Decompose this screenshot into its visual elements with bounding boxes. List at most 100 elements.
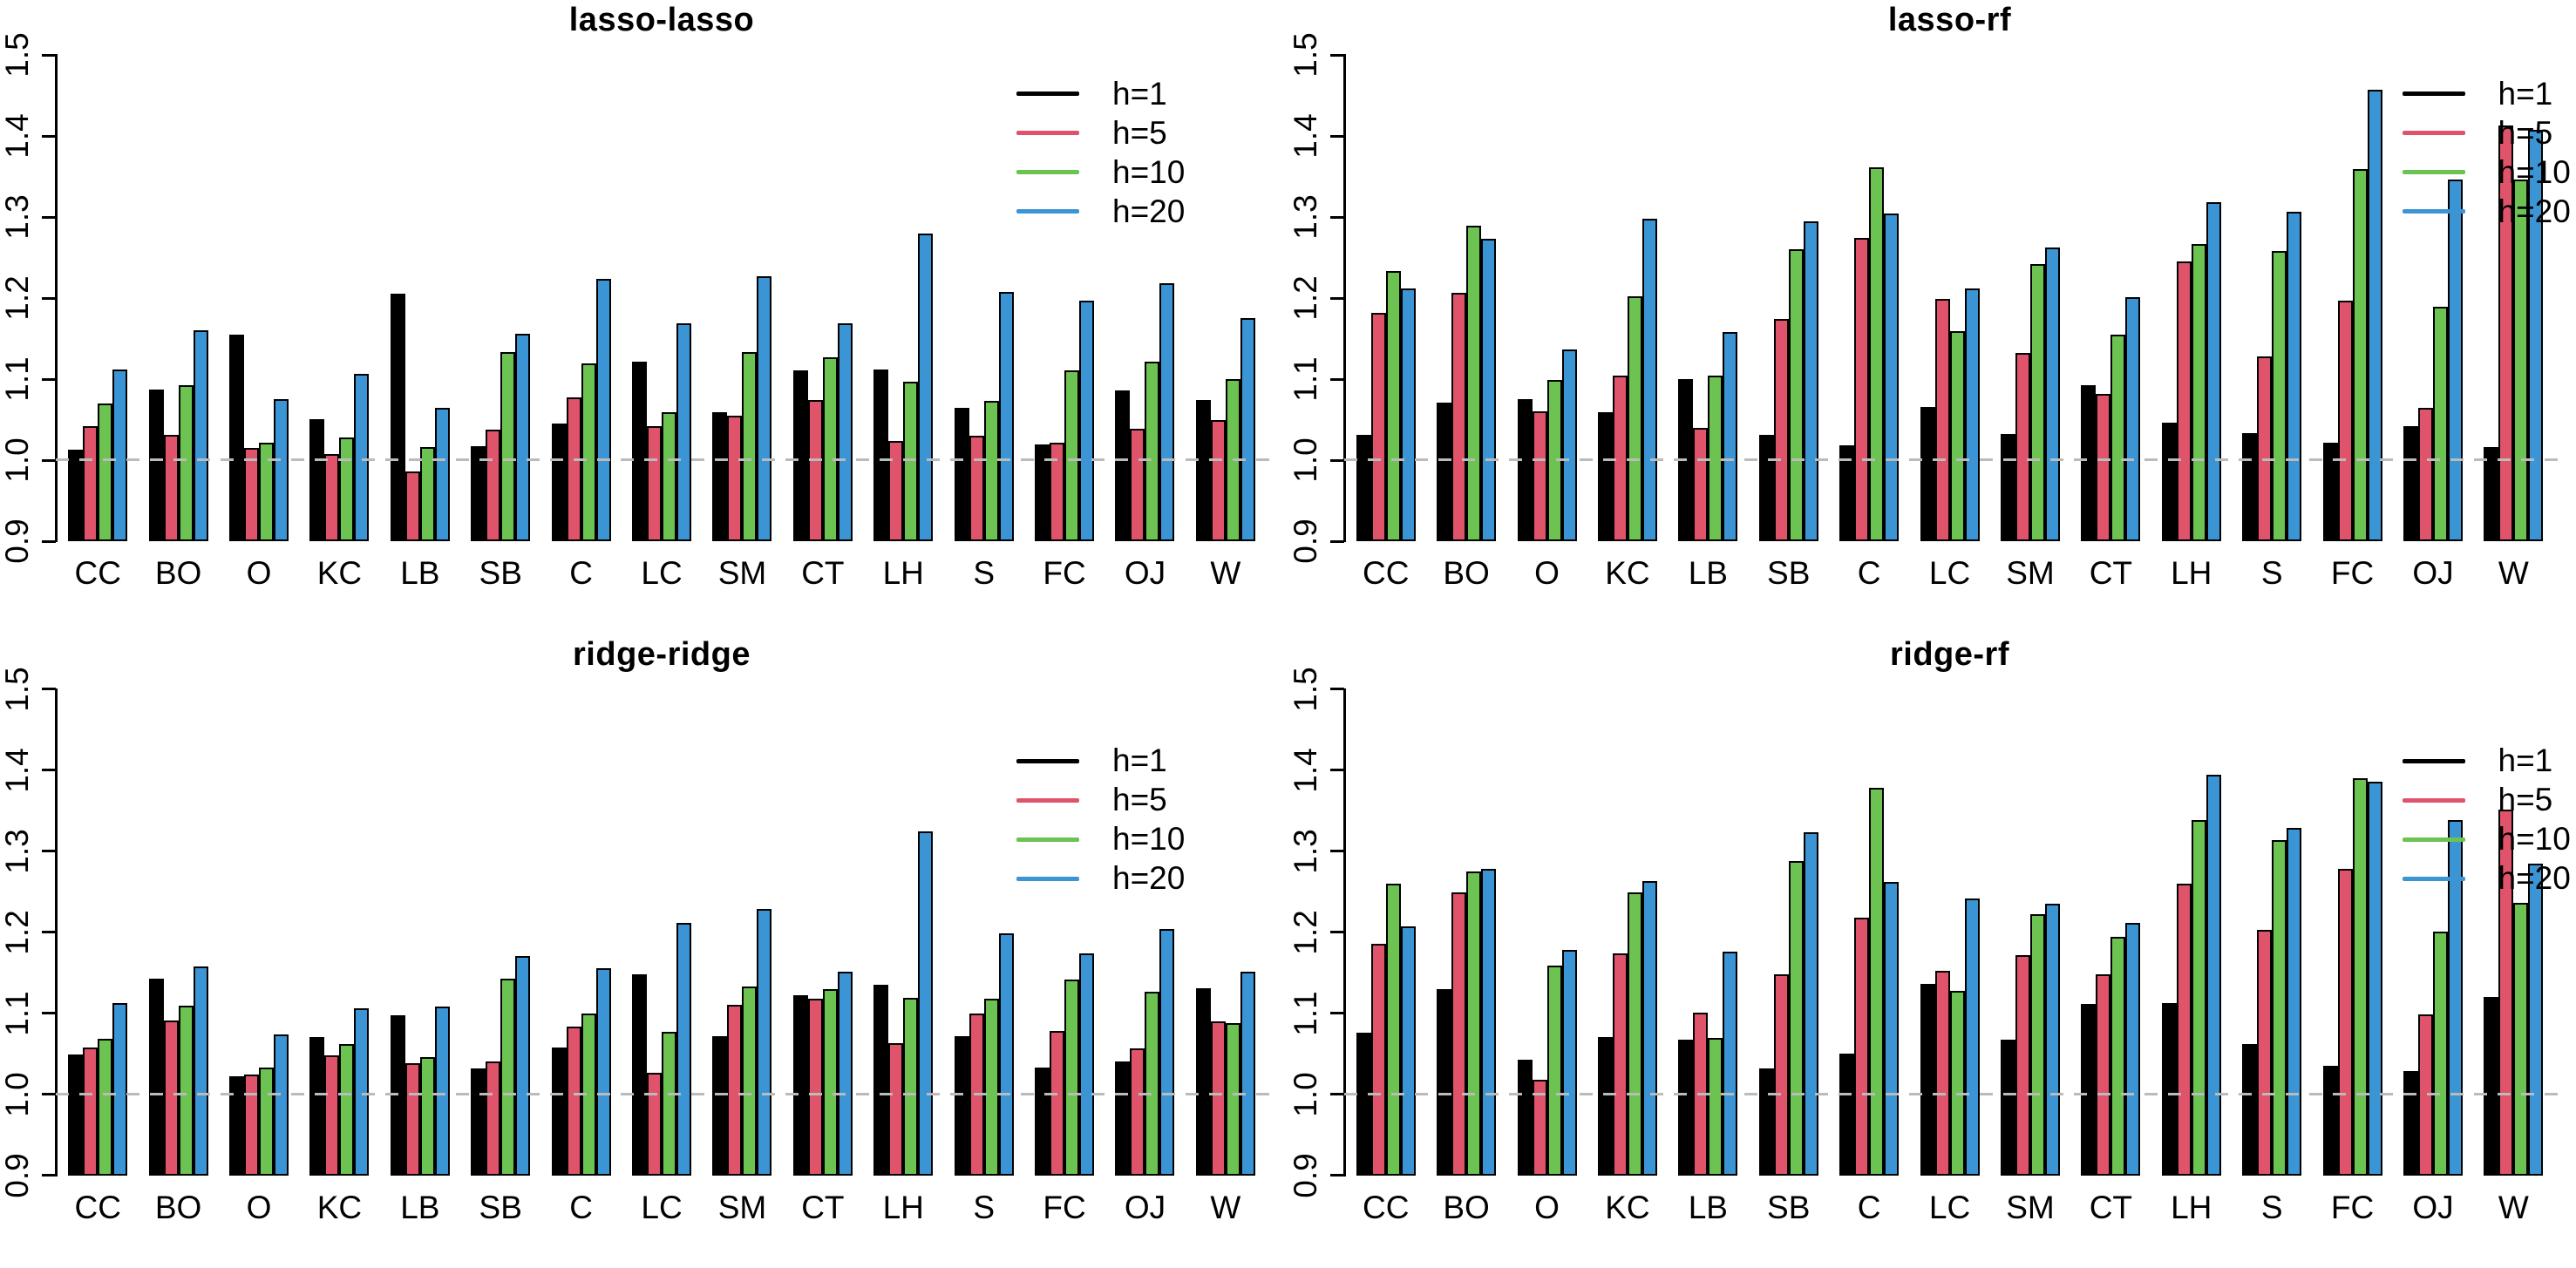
bar-group-CC [1346,689,1426,1176]
bar-h=5-BO [163,435,179,541]
bar-h=20-W [2528,864,2544,1176]
y-axis [55,54,58,542]
bar-h=5-OJ [2417,407,2433,541]
y-tick-label: 0.9 [1287,519,1323,564]
legend-key-line [1016,837,1079,842]
y-axis-tick [1329,850,1344,853]
bar-h=10-KC [339,437,355,541]
bar-group-FC [2312,55,2392,541]
y-axis-tick [42,688,56,690]
y-axis-tick [42,215,56,219]
bar-h=20-S [998,933,1014,1176]
y-tick-label: 1.5 [1287,32,1323,78]
bar-h=20-C [1884,214,1900,541]
bar-group-SB [460,689,540,1176]
bar-h=20-SB [1803,832,1818,1176]
bar-group-W [1186,689,1266,1176]
x-category-label: W [1210,555,1241,591]
legend-label: h=5 [1112,114,1167,151]
bar-h=1-SM [2000,434,2015,541]
bar-h=20-LH [2206,775,2221,1176]
bar-h=20-SB [515,956,531,1176]
y-axis-tick [1329,1174,1344,1176]
bar-h=5-CT [2096,393,2111,541]
y-axis-tick [1329,688,1344,690]
bar-h=5-CT [807,998,823,1176]
bar-h=10-LH [903,381,919,541]
y-tick-label: 1.1 [0,356,35,402]
y-axis [1342,688,1346,1176]
x-axis-labels: CC BO O KC LB SB C LC SM CT LH S FC OJ W [58,555,1266,592]
bar-h=10-BO [178,384,194,541]
bar-group-CC [58,689,138,1176]
bar-h=20-FC [2367,782,2382,1176]
bar-h=20-CC [1400,926,1416,1176]
bar-group-CT [783,55,863,541]
bar-group-LC [622,689,702,1176]
y-tick-label: 1.1 [1287,356,1323,402]
legend-label: h=20 [2498,193,2571,229]
bar-h=20-LC [1964,288,1980,541]
bar-h=10-LC [662,412,677,541]
legend-label: h=20 [1112,860,1186,896]
x-category-label: BO [1443,555,1490,591]
y-tick-label: 1.2 [0,275,35,321]
y-axis-tick [42,458,56,462]
bar-h=5-S [2257,929,2273,1176]
bar-h=1-LC [1920,984,1935,1176]
y-axis-tick [1329,1093,1344,1096]
bar-h=10-CT [822,988,838,1176]
y-tick-label: 1.5 [0,32,35,78]
bar-h=10-SM [2029,914,2045,1176]
legend: h=1 h=5 h=10 h=20 [2402,74,2571,231]
bar-group-SB [460,55,540,541]
bar-h=20-CC [112,369,128,541]
chart-title: lasso-lasso [568,2,755,38]
bar-h=1-FC [1035,1067,1050,1176]
bar-h=10-SM [742,352,758,541]
legend-entry-h=20: h=20 [1016,859,1185,898]
bar-group-LH [863,689,943,1176]
legend-entry-h=1: h=1 [2402,742,2571,781]
bar-h=20-CT [837,322,853,541]
bar-h=1-LH [2161,1003,2177,1176]
y-tick-label: 1.0 [0,1071,35,1117]
bar-h=10-S [983,401,999,541]
panel-lasso-lasso: lasso-lasso 0.9 1.0 1.1 1.2 1.3 1.4 1.5 CC BO O KC L… [0,0,1288,634]
y-tick-label: 1.3 [1287,828,1323,874]
bar-h=20-LH [918,831,934,1176]
y-axis-tick [42,1174,56,1176]
bar-h=20-LH [2206,202,2221,541]
bar-h=1-KC [1597,1037,1613,1176]
bar-h=1-OJ [2403,425,2418,541]
bar-h=20-CT [2125,297,2141,541]
legend-label: h=10 [1112,821,1186,857]
bar-h=10-LB [1708,1038,1723,1176]
x-category-label: O [1534,1189,1560,1225]
y-tick-label: 0.9 [1287,1152,1323,1198]
x-category-label: LC [641,1189,683,1225]
bar-h=20-O [274,399,289,541]
bar-h=10-SB [1788,860,1804,1176]
x-category-label: S [973,1189,996,1225]
legend: h=1 h=5 h=10 h=20 [1016,742,1185,898]
panel-ridge-ridge: ridge-ridge 0.9 1.0 1.1 1.2 1.3 1.4 1.5 CC BO O KC L… [0,634,1288,1268]
bar-h=5-S [2257,356,2273,541]
reference-line [56,1092,1273,1095]
bar-h=10-SB [1788,249,1804,541]
bar-h=1-CT [2081,385,2097,541]
bar-h=10-C [1869,787,1885,1176]
bar-group-OJ [2393,689,2473,1176]
y-axis-tick [42,296,56,300]
legend-label: h=5 [1112,782,1167,817]
bar-h=5-O [1532,1079,1547,1176]
bar-h=5-CC [83,425,99,541]
bar-h=10-W [2513,180,2529,541]
bar-h=10-OJ [2432,931,2448,1176]
bar-h=20-SM [757,275,772,541]
y-axis-tick [42,1012,56,1015]
bar-h=20-BO [1481,239,1497,541]
y-axis-tick [1329,296,1344,300]
legend-entry-h=10: h=10 [2402,153,2571,192]
y-axis-tick [42,377,56,381]
